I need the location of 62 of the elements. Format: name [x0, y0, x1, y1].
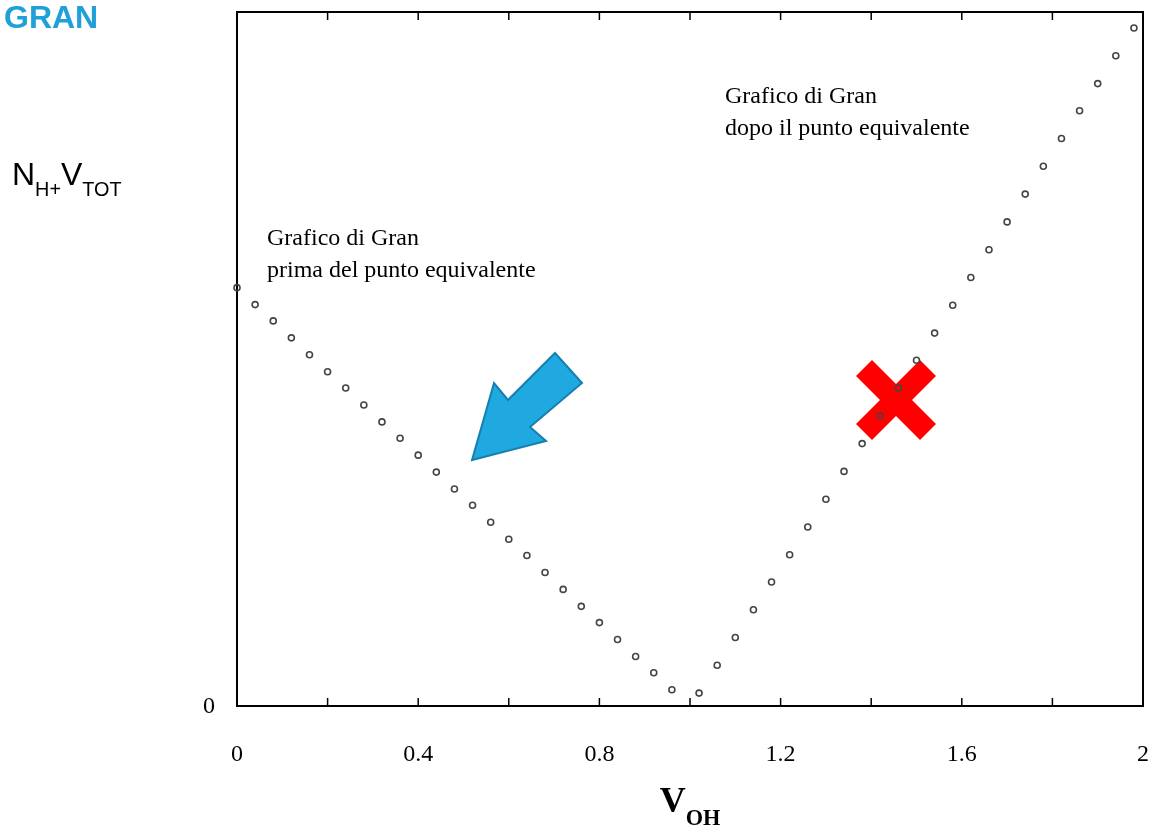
point — [468, 501, 477, 510]
x-tick-label: 1.6 — [946, 740, 977, 766]
point — [505, 535, 513, 544]
point — [1039, 162, 1048, 171]
point — [894, 384, 903, 392]
point — [360, 401, 368, 409]
point — [378, 418, 386, 426]
point — [948, 301, 957, 310]
point — [541, 568, 549, 577]
point — [930, 329, 939, 337]
annotation: Grafico di Gran prima del punto equivalente — [267, 224, 536, 282]
point — [840, 467, 848, 476]
point — [1093, 79, 1102, 88]
point — [233, 283, 241, 292]
point — [577, 602, 586, 611]
x-tick-label: 0 — [231, 740, 243, 766]
point — [523, 551, 531, 560]
point — [432, 468, 441, 476]
point — [396, 434, 404, 442]
point — [1003, 218, 1011, 226]
point — [486, 518, 495, 527]
point — [251, 300, 259, 309]
point — [269, 317, 278, 325]
point — [1130, 24, 1138, 32]
text: 0 — [203, 692, 215, 718]
point — [876, 412, 885, 420]
point — [1057, 134, 1066, 143]
point — [414, 451, 422, 459]
point — [731, 633, 740, 642]
point — [631, 652, 640, 661]
point — [323, 367, 332, 376]
annotation: Grafico di Gran dopo il punto equivalente — [725, 82, 970, 140]
point — [649, 668, 658, 677]
point — [559, 585, 567, 594]
y-axis-title: N$_{H+}$V$_{TOT}$ — [12, 156, 122, 200]
x-axis-title: V$_{OH}$ — [659, 780, 721, 825]
point — [1112, 52, 1120, 60]
point — [668, 685, 676, 694]
point — [985, 245, 993, 254]
point — [803, 523, 812, 531]
point — [450, 485, 459, 493]
point — [695, 689, 703, 697]
point — [767, 578, 776, 586]
x-tick-label: 1.2 — [765, 740, 796, 766]
point — [305, 351, 314, 359]
point — [785, 551, 794, 559]
point — [713, 661, 721, 670]
point — [287, 334, 296, 342]
point — [613, 635, 622, 644]
chart-title: GRAN — [4, 0, 99, 35]
point — [341, 384, 350, 392]
point — [1021, 190, 1030, 198]
point — [967, 273, 975, 282]
point — [912, 356, 921, 365]
x-tick-label: 0.8 — [584, 740, 615, 766]
point — [858, 439, 866, 448]
point — [749, 605, 758, 614]
x-tick-label: 2 — [1137, 740, 1149, 766]
point — [595, 618, 604, 627]
point — [822, 495, 830, 504]
point — [1075, 106, 1084, 115]
x-tick-label: 0.4 — [403, 740, 434, 766]
